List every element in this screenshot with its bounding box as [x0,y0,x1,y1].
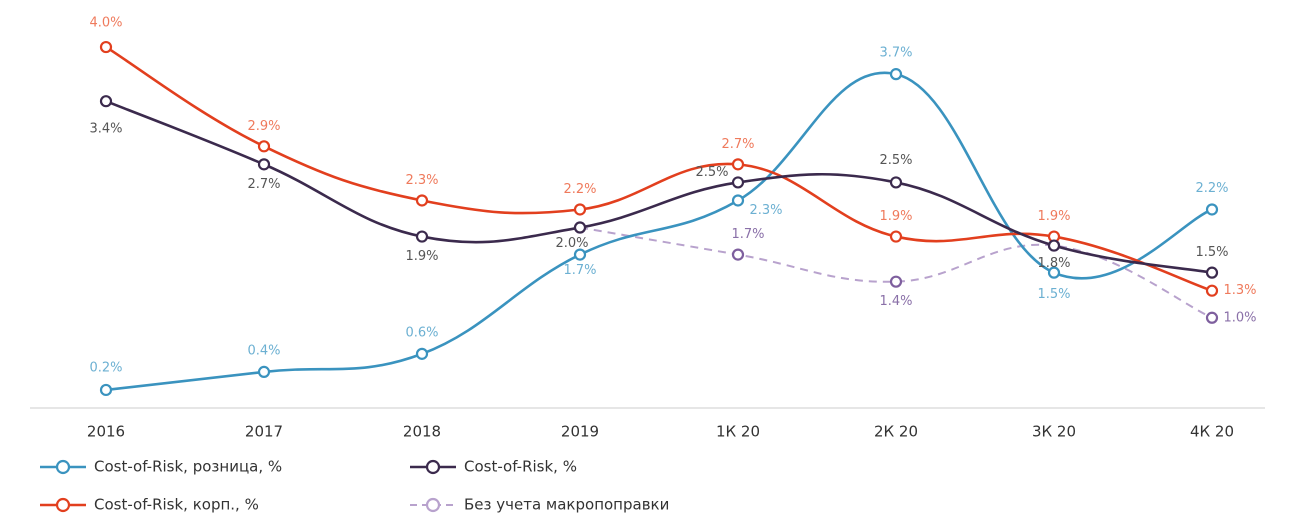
legend-label: Cost-of-Risk, % [464,458,577,476]
data-label: 0.4% [247,343,280,358]
data-point [415,347,429,360]
data-point [1205,311,1219,324]
data-point [1047,266,1061,279]
data-point [889,68,903,81]
data-label: 1.3% [1223,283,1256,298]
x-tick-label: 3К 20 [1032,423,1076,441]
data-label: 1.0% [1223,310,1256,325]
data-label: 0.2% [89,360,122,375]
data-point [1205,266,1219,279]
x-tick-label: 1К 20 [716,423,760,441]
data-label: 1.9% [405,249,438,264]
data-label: 2.2% [563,182,596,197]
data-label: 1.7% [563,263,596,278]
series-line [105,100,1213,274]
data-point [99,40,113,54]
data-label: 2.3% [405,173,438,188]
x-tick-label: 2019 [561,423,599,441]
series-line [579,226,1213,319]
data-point [889,230,903,243]
data-label: 1.4% [879,294,912,309]
x-tick-label: 2016 [87,423,125,441]
data-label: 3.7% [879,46,912,61]
data-label: 1.5% [1195,245,1228,260]
legend-marker [425,497,441,513]
data-label: 1.7% [731,227,764,242]
data-point [257,140,271,153]
data-label: 2.9% [247,119,280,134]
data-label: 2.7% [721,137,754,152]
data-label: 1.8% [1037,256,1070,271]
data-label: 1.5% [1037,287,1070,302]
series-line [105,45,1213,292]
data-point [889,275,903,288]
series-line [105,71,1213,392]
data-point [99,383,113,397]
x-tick-label: 2К 20 [874,423,918,441]
data-point [99,95,113,108]
data-point [573,203,587,216]
data-label: 1.9% [1037,209,1070,224]
legend-label: Cost-of-Risk, розница, % [94,458,282,476]
legend-label: Без учета макропоправки [464,496,669,514]
data-point [731,176,745,189]
data-label: 2.5% [695,165,728,180]
data-point [731,158,745,171]
data-point [415,194,429,207]
data-point [1205,203,1219,216]
data-label: 4.0% [89,16,122,31]
data-label: 2.7% [247,177,280,192]
data-point [1047,239,1061,252]
data-point [573,221,587,234]
data-label: 1.9% [879,209,912,224]
data-label: 2.5% [879,153,912,168]
data-point [889,176,903,189]
legend-marker [55,497,71,513]
data-label: 2.0% [555,236,588,251]
legend-marker [425,459,441,475]
x-tick-label: 2017 [245,423,283,441]
data-point [1205,284,1219,297]
data-label: 2.3% [749,203,782,218]
x-tick-label: 2018 [403,423,441,441]
legend-label: Cost-of-Risk, корп., % [94,496,259,514]
data-point [573,248,587,261]
data-label: 3.4% [89,122,122,137]
data-label: 2.2% [1195,181,1228,196]
data-point [415,230,429,243]
data-label: 0.6% [405,325,438,340]
x-tick-label: 4К 20 [1190,423,1234,441]
legend-marker [55,459,71,475]
data-point [257,365,271,379]
data-point [731,248,745,261]
data-point [257,158,271,171]
data-point [731,194,745,207]
